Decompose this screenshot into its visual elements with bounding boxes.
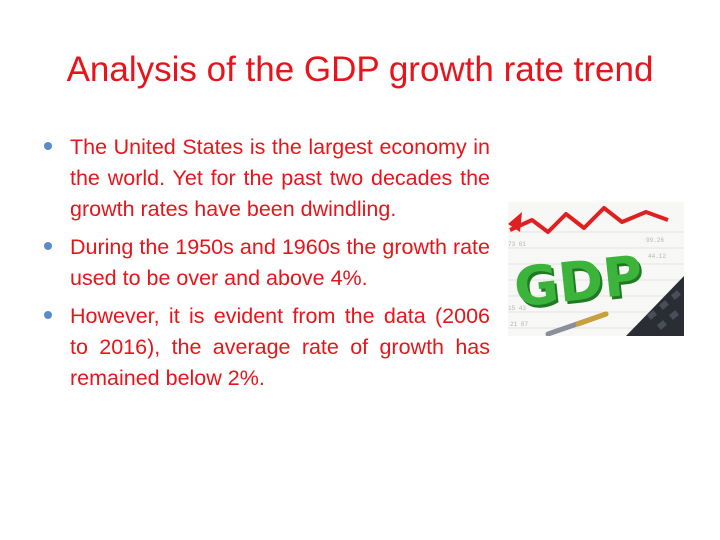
gdp-growth-illustration: 73 61 15 43 21 87 99.26 44.12 GDP GDP <box>508 202 684 336</box>
slide-title: Analysis of the GDP growth rate trend <box>66 50 654 89</box>
bullet-item: During the 1950s and 1960s the growth ra… <box>42 232 490 294</box>
svg-text:73 61: 73 61 <box>508 241 526 248</box>
bullet-text: The United States is the largest economy… <box>70 135 490 221</box>
svg-text:GDP: GDP <box>511 243 646 319</box>
bullet-item: The United States is the largest economy… <box>42 132 490 225</box>
bullet-list: The United States is the largest economy… <box>42 132 490 401</box>
bullet-marker-icon <box>44 311 52 319</box>
svg-text:GDP: GDP <box>513 246 648 322</box>
bullet-text: However, it is evident from the data (20… <box>70 304 490 390</box>
svg-text:44.12: 44.12 <box>648 253 666 260</box>
svg-text:21 87: 21 87 <box>510 321 528 328</box>
svg-text:15 43: 15 43 <box>508 305 526 312</box>
bullet-marker-icon <box>44 242 52 250</box>
bullet-text: During the 1950s and 1960s the growth ra… <box>70 235 490 290</box>
bullet-marker-icon <box>44 142 52 150</box>
svg-text:99.26: 99.26 <box>646 237 664 244</box>
bullet-item: However, it is evident from the data (20… <box>42 301 490 394</box>
